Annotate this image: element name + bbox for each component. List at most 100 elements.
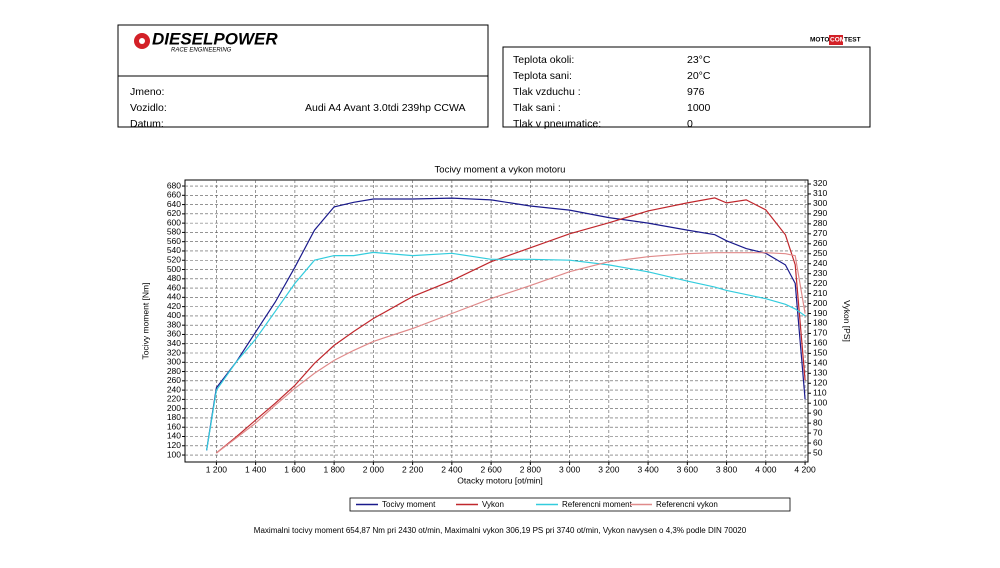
y-tick-label: 680 bbox=[167, 180, 181, 190]
y2-tick-label: 230 bbox=[813, 268, 827, 278]
x-axis-label: Otacky motoru [ot/min] bbox=[457, 475, 543, 485]
x-tick-label: 4 000 bbox=[755, 464, 777, 474]
y-tick-label: 460 bbox=[167, 282, 181, 292]
x-tick-label: 1 200 bbox=[206, 464, 228, 474]
x-tick-label: 1 400 bbox=[245, 464, 267, 474]
field-label: Datum: bbox=[130, 118, 164, 130]
x-tick-label: 3 400 bbox=[637, 464, 659, 474]
logo: DIESELPOWER RACE ENGINEERING bbox=[134, 29, 278, 54]
y-tick-label: 200 bbox=[167, 403, 181, 413]
y-tick-label: 140 bbox=[167, 431, 181, 441]
x-tick-label: 4 200 bbox=[794, 464, 816, 474]
footer-note: Maximalni tocivy moment 654,87 Nm pri 24… bbox=[254, 526, 747, 535]
x-tick-label: 3 200 bbox=[598, 464, 620, 474]
condition-value: 20°C bbox=[687, 70, 711, 82]
y-tick-label: 480 bbox=[167, 273, 181, 283]
condition-label: Teplota sani: bbox=[513, 70, 572, 82]
y-tick-label: 500 bbox=[167, 264, 181, 274]
y2-tick-label: 120 bbox=[813, 378, 827, 388]
badge: MOTO COM TEST bbox=[810, 35, 861, 45]
y-tick-label: 340 bbox=[167, 338, 181, 348]
series-line bbox=[206, 251, 806, 451]
y2-tick-label: 130 bbox=[813, 368, 827, 378]
y2-tick-label: 260 bbox=[813, 238, 827, 248]
y-tick-label: 620 bbox=[167, 208, 181, 218]
y-tick-label: 360 bbox=[167, 329, 181, 339]
y2-tick-label: 90 bbox=[813, 407, 823, 417]
y-axis-label: Tocivy moment [Nm] bbox=[140, 283, 150, 360]
y-tick-label: 640 bbox=[167, 199, 181, 209]
logo-icon-center bbox=[139, 38, 145, 44]
legend-label: Referencni vykon bbox=[656, 500, 718, 509]
x-tick-label: 2 600 bbox=[480, 464, 502, 474]
y-tick-label: 580 bbox=[167, 227, 181, 237]
y2-tick-label: 70 bbox=[813, 427, 823, 437]
y2-tick-label: 110 bbox=[813, 387, 827, 397]
field-value: Audi A4 Avant 3.0tdi 239hp CCWA bbox=[305, 102, 466, 114]
field-label: Vozidlo: bbox=[130, 102, 167, 114]
y-tick-label: 600 bbox=[167, 217, 181, 227]
legend-box bbox=[349, 497, 791, 512]
condition-value: 1000 bbox=[687, 102, 711, 114]
badge-text: TEST bbox=[844, 37, 861, 44]
x-tick-label: 1 600 bbox=[284, 464, 306, 474]
y2-tick-label: 160 bbox=[813, 338, 827, 348]
series-line bbox=[216, 252, 806, 454]
logo-subtitle: RACE ENGINEERING bbox=[171, 48, 232, 54]
y2-tick-label: 220 bbox=[813, 278, 827, 288]
legend-label: Referencni moment bbox=[562, 500, 633, 509]
x-tick-label: 2 000 bbox=[363, 464, 385, 474]
y2-tick-label: 170 bbox=[813, 328, 827, 338]
y2-tick-label: 190 bbox=[813, 308, 827, 318]
badge-box bbox=[829, 35, 843, 45]
condition-value: 23°C bbox=[687, 54, 711, 66]
condition-label: Tlak v pneumatice: bbox=[513, 118, 601, 130]
y-tick-label: 280 bbox=[167, 366, 181, 376]
y2-tick-label: 250 bbox=[813, 248, 827, 258]
y-tick-label: 560 bbox=[167, 236, 181, 246]
y-tick-label: 520 bbox=[167, 254, 181, 264]
y2-tick-label: 60 bbox=[813, 437, 823, 447]
y2-tick-label: 150 bbox=[813, 348, 827, 358]
x-tick-label: 3 600 bbox=[677, 464, 699, 474]
conditions-box bbox=[502, 46, 871, 128]
y-tick-label: 180 bbox=[167, 412, 181, 422]
y2-tick-label: 80 bbox=[813, 417, 823, 427]
y2-tick-label: 100 bbox=[813, 397, 827, 407]
y-tick-label: 220 bbox=[167, 394, 181, 404]
chart-title: Tocivy moment a vykon motoru bbox=[435, 165, 566, 176]
y2-tick-label: 290 bbox=[813, 208, 827, 218]
y2-tick-label: 240 bbox=[813, 258, 827, 268]
y-tick-label: 240 bbox=[167, 384, 181, 394]
y-tick-label: 260 bbox=[167, 375, 181, 385]
y2-tick-label: 270 bbox=[813, 228, 827, 238]
plot-area bbox=[184, 179, 809, 463]
y-tick-label: 120 bbox=[167, 440, 181, 450]
condition-label: Tlak vzduchu : bbox=[513, 86, 581, 98]
y-tick-label: 380 bbox=[167, 319, 181, 329]
y2-tick-label: 180 bbox=[813, 318, 827, 328]
y-tick-label: 660 bbox=[167, 190, 181, 200]
y2-tick-label: 140 bbox=[813, 358, 827, 368]
condition-label: Tlak sani : bbox=[513, 102, 561, 114]
y2-tick-label: 200 bbox=[813, 298, 827, 308]
y2-tick-label: 320 bbox=[813, 178, 827, 188]
y-tick-label: 320 bbox=[167, 347, 181, 357]
y2-tick-label: 210 bbox=[813, 288, 827, 298]
series-line bbox=[216, 197, 806, 454]
condition-value: 976 bbox=[687, 86, 705, 98]
logo-text: DIESELPOWER bbox=[152, 29, 278, 48]
x-tick-label: 3 800 bbox=[716, 464, 738, 474]
y-tick-label: 160 bbox=[167, 421, 181, 431]
condition-label: Teplota okoli: bbox=[513, 54, 574, 66]
y-tick-label: 440 bbox=[167, 292, 181, 302]
y2-tick-label: 50 bbox=[813, 447, 823, 457]
y-tick-label: 420 bbox=[167, 301, 181, 311]
field-label: Jmeno: bbox=[130, 86, 164, 98]
condition-value: 0 bbox=[687, 118, 693, 130]
badge-text: MOTO bbox=[810, 37, 829, 44]
x-tick-label: 1 800 bbox=[323, 464, 345, 474]
x-tick-label: 2 800 bbox=[520, 464, 542, 474]
